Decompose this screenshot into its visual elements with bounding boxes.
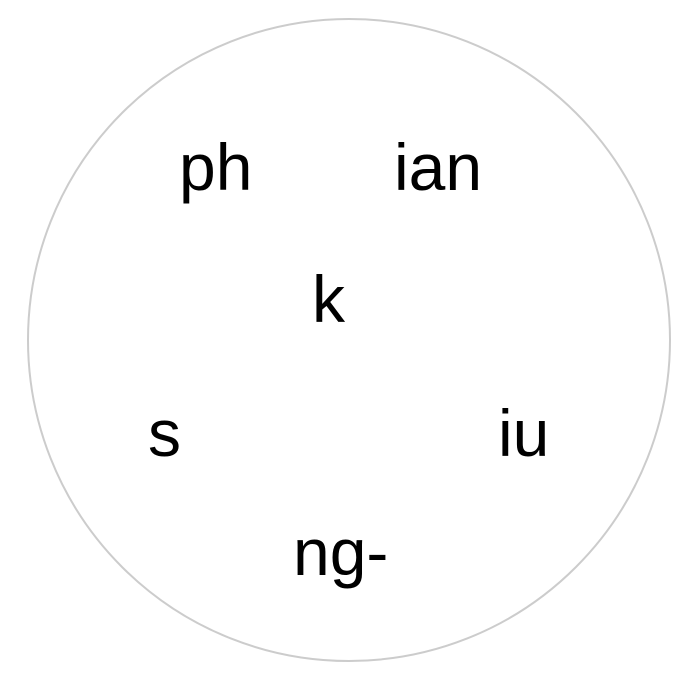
syllable-ph[interactable]: ph [179, 130, 253, 204]
syllable-ng[interactable]: ng- [293, 515, 389, 589]
puzzle-circle [27, 18, 671, 662]
syllable-iu[interactable]: iu [498, 396, 550, 470]
syllable-k[interactable]: k [312, 262, 345, 336]
syllable-s[interactable]: s [148, 396, 181, 470]
syllable-ian[interactable]: ian [394, 130, 483, 204]
